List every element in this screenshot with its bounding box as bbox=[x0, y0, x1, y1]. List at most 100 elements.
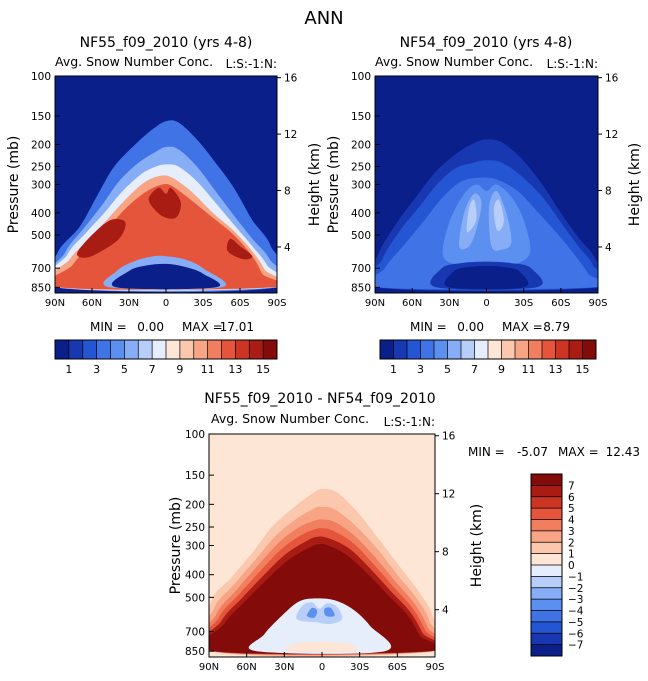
colorbar-frame bbox=[54, 339, 278, 360]
panel-nf54: NF54_f09_2010 (yrs 4-8) Avg. Snow Number… bbox=[326, 35, 643, 376]
panel-title: NF55_f09_2010 (yrs 4-8) bbox=[80, 35, 253, 51]
x-tick-label: 90S bbox=[588, 298, 607, 309]
y-right-tick-label: 16 bbox=[605, 73, 619, 85]
min-value: -5.07 bbox=[517, 445, 548, 459]
contour-region bbox=[324, 607, 335, 617]
colorbar-swatch bbox=[55, 340, 70, 359]
colorbar-swatch bbox=[531, 599, 562, 611]
colorbar-swatch bbox=[263, 340, 278, 359]
colorbar-label: 11 bbox=[201, 363, 215, 376]
panel-title: NF54_f09_2010 (yrs 4-8) bbox=[400, 35, 573, 51]
figure-title: ANN bbox=[304, 8, 343, 29]
min-value: 0.00 bbox=[137, 320, 164, 334]
colorbar-label: 7 bbox=[568, 480, 575, 492]
colorbar-label: −7 bbox=[568, 640, 583, 652]
contour-region bbox=[55, 183, 277, 290]
contour-region bbox=[306, 607, 318, 618]
panel-difference: NF55_f09_2010 - NF54_f09_2010 Avg. Snow … bbox=[168, 391, 640, 673]
contour-region bbox=[285, 641, 359, 653]
colorbar-label: 5 bbox=[568, 503, 575, 515]
panel-subtitle-right: L:S:-1:N: bbox=[384, 415, 435, 429]
colorbar-label: 1 bbox=[65, 363, 72, 376]
colorbar-swatch bbox=[68, 340, 84, 359]
y-tick-label: 200 bbox=[351, 139, 371, 151]
y-tick-label: 100 bbox=[351, 71, 371, 83]
x-tick-label: 60N bbox=[402, 298, 422, 309]
y-axis-label-right: Height (km) bbox=[627, 143, 643, 226]
contour-region bbox=[77, 219, 126, 258]
x-tick-label: 30S bbox=[514, 298, 533, 309]
colorbar-swatch bbox=[420, 340, 435, 359]
y-axis-left: 100 150 200 250 300 400 500 700 850 bbox=[185, 429, 214, 658]
contour-field bbox=[375, 76, 598, 293]
y-axis-right: 16 12 8 4 bbox=[598, 73, 619, 254]
colorbar-label: −6 bbox=[568, 628, 584, 640]
x-tick-label: 30S bbox=[350, 662, 369, 673]
colorbar-label: 6 bbox=[568, 492, 575, 504]
x-axis: 90N 60N 30N 0 30S 60S 90S bbox=[365, 288, 608, 309]
colorbar-frame bbox=[530, 473, 563, 657]
colorbar-swatch bbox=[96, 340, 111, 359]
y-tick-label: 400 bbox=[351, 208, 371, 220]
y-tick-label: 250 bbox=[185, 522, 205, 534]
colorbar-label: 1 bbox=[568, 549, 575, 561]
x-axis: 90N 60N 30N 0 30S 60S 90S bbox=[199, 652, 445, 673]
x-tick-label: 60N bbox=[237, 662, 257, 673]
contour-region bbox=[444, 265, 529, 290]
colorbar-swatch bbox=[531, 610, 562, 623]
stats-line: MIN = -5.07 MAX = 12.43 bbox=[468, 445, 640, 459]
y-tick-label: 500 bbox=[185, 592, 205, 604]
colorbar-swatch bbox=[569, 340, 583, 359]
y-axis-left: 100 150 200 250 300 400 500 700 850 bbox=[351, 71, 380, 294]
colorbar-swatch bbox=[138, 340, 153, 359]
panel-subtitle-right: L:S:-1:N: bbox=[547, 57, 598, 71]
contour-region bbox=[466, 199, 477, 233]
min-value: 0.00 bbox=[457, 320, 484, 334]
colorbar-label: −1 bbox=[568, 571, 583, 583]
max-value: 8.79 bbox=[543, 320, 570, 334]
colorbar-label: 11 bbox=[522, 363, 536, 376]
panel-title: NF55_f09_2010 - NF54_f09_2010 bbox=[204, 391, 435, 407]
y-tick-label: 250 bbox=[31, 161, 51, 173]
colorbar-label: 7 bbox=[149, 363, 156, 376]
y-right-tick-label: 8 bbox=[442, 547, 449, 559]
y-right-tick-label: 4 bbox=[605, 242, 612, 254]
colorbar-swatch bbox=[193, 340, 208, 359]
colorbar-swatch bbox=[393, 340, 408, 359]
x-tick-label: 90S bbox=[425, 662, 444, 673]
colorbar-label: 13 bbox=[549, 363, 563, 376]
x-tick-label: 60S bbox=[388, 662, 407, 673]
colorbar-swatch bbox=[488, 340, 502, 359]
colorbar-swatch bbox=[235, 340, 250, 359]
colorbar-swatch bbox=[447, 340, 462, 359]
colorbar-swatch bbox=[110, 340, 125, 359]
x-tick-label: 0 bbox=[319, 662, 325, 673]
colorbar-swatch bbox=[515, 340, 529, 359]
colorbar-swatch bbox=[542, 340, 556, 359]
y-tick-label: 150 bbox=[185, 470, 205, 482]
max-label: MAX = bbox=[502, 320, 543, 334]
colorbar-label: −5 bbox=[568, 617, 583, 629]
colorbar-swatch bbox=[407, 340, 421, 359]
y-tick-label: 850 bbox=[351, 282, 371, 294]
colorbar-label: 13 bbox=[228, 363, 242, 376]
y-tick-label: 700 bbox=[351, 263, 371, 275]
y-axis-label-right: Height (km) bbox=[469, 504, 485, 587]
x-tick-label: 90N bbox=[45, 298, 65, 309]
min-label: MIN = bbox=[468, 445, 505, 459]
x-axis: 90N 60N 30N 0 30S 60S 90S bbox=[45, 288, 287, 309]
colorbar-swatch bbox=[531, 496, 562, 509]
y-right-tick-label: 12 bbox=[605, 129, 618, 141]
stats-line: MIN = 0.00 MAX = 17.01 bbox=[90, 320, 254, 334]
panel-subtitle: Avg. Snow Number Conc. bbox=[211, 411, 369, 426]
y-axis-label-right: Height (km) bbox=[307, 143, 323, 226]
colorbar-swatch bbox=[531, 633, 562, 645]
colorbar-label: 5 bbox=[444, 363, 451, 376]
colorbar-swatch bbox=[461, 340, 475, 359]
y-axis-label: Pressure (mb) bbox=[6, 136, 22, 234]
y-right-tick-label: 12 bbox=[442, 489, 455, 501]
y-right-tick-label: 4 bbox=[442, 605, 449, 617]
colorbar-swatch bbox=[166, 340, 181, 359]
x-tick-label: 90N bbox=[365, 298, 385, 309]
colorbar-swatch bbox=[531, 474, 562, 486]
